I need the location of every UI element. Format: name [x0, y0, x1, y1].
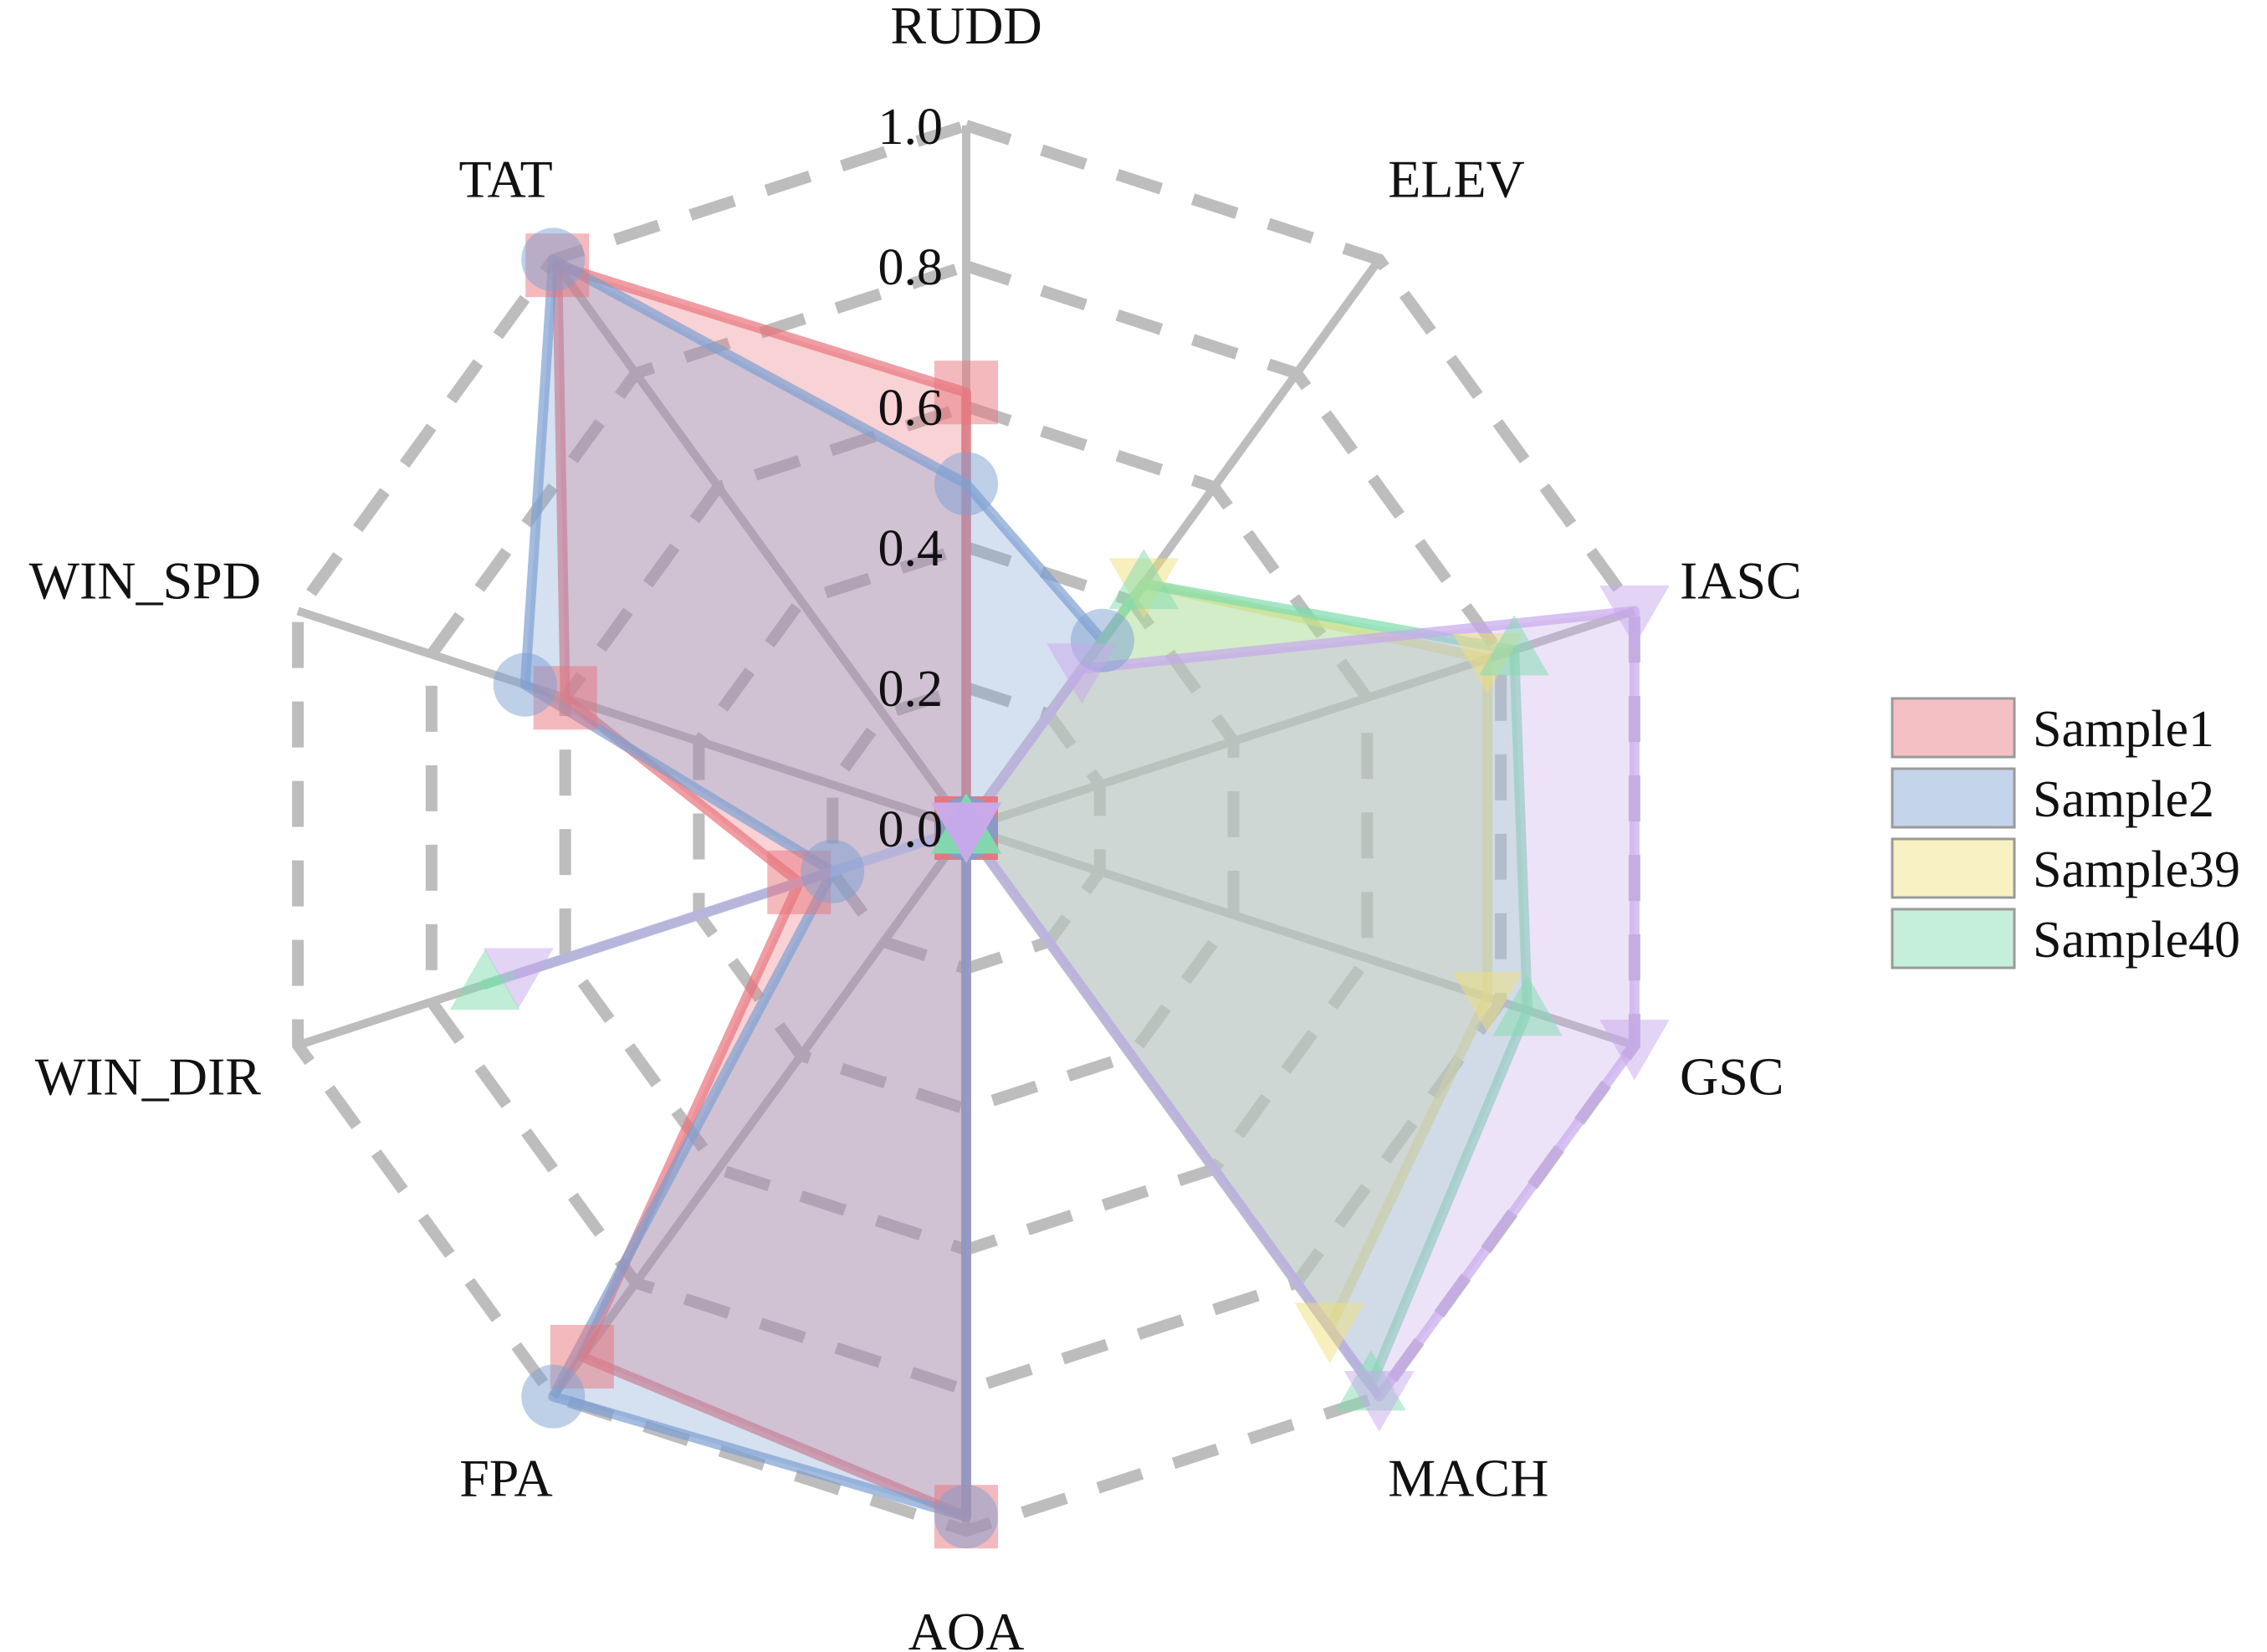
marker-sample2-fpa — [521, 1364, 586, 1429]
legend-label-sample1: Sample1 — [2033, 701, 2214, 758]
marker-extra-4-mach — [1343, 1371, 1415, 1432]
tick-label-0: 0.0 — [878, 801, 944, 858]
spoke-win_spd — [296, 606, 968, 832]
tick-label-5: 1.0 — [878, 99, 944, 156]
grid-ring-4 — [425, 259, 1507, 1397]
marker-sample2-win_spd — [493, 652, 557, 717]
label-layer: 0.0 0.2 0.4 0.6 0.8 1.0 RUDD ELEV IASC GSC MACH AOA… — [29, 0, 1802, 1652]
axis-label-mach: MACH — [1388, 1449, 1548, 1508]
marker-sample2-tat — [521, 228, 586, 292]
axis-label-rudd: RUDD — [890, 0, 1041, 55]
axis-label-elev: ELEV — [1388, 149, 1525, 208]
axis-label-tat: TAT — [459, 149, 553, 208]
axis-label-win_spd: WIN_SPD — [29, 550, 261, 610]
marker-sample40-win_dir — [450, 949, 520, 1010]
marker-sample40-iasc — [1479, 615, 1549, 676]
legend-swatch-sample1 — [1891, 697, 2016, 759]
marker-sample40-gsc — [1492, 975, 1563, 1036]
tick-label-3: 0.6 — [878, 380, 944, 437]
tick-label-4: 0.8 — [878, 239, 944, 296]
axis-label-fpa: FPA — [459, 1449, 553, 1508]
axis-label-iasc: IASC — [1680, 550, 1802, 610]
tick-label-2: 0.4 — [878, 520, 944, 577]
marker-extra-4-tat — [931, 802, 1001, 863]
marker-sample40-elev — [1108, 548, 1180, 610]
series-area-extra-4 — [513, 606, 1640, 1402]
marker-sample1-rudd — [934, 361, 998, 425]
marker-sample2-win_dir — [801, 839, 865, 903]
legend-label-sample2: Sample2 — [2033, 771, 2214, 828]
marker-sample2-aoa — [934, 1485, 998, 1549]
legend-swatch-sample40 — [1891, 908, 2016, 969]
spoke-fpa — [550, 826, 970, 1399]
spoke-tat — [550, 257, 970, 831]
tick-label-1: 0.2 — [878, 661, 944, 718]
marker-extra-4-win_dir — [483, 948, 554, 1009]
legend-swatch-sample2 — [1891, 767, 2016, 829]
axis-label-aoa: AOA — [908, 1602, 1025, 1652]
series-layer — [479, 254, 1640, 1522]
marker-layer — [450, 228, 1670, 1549]
legend: Sample1 Sample2 Sample39 Sample40 — [1891, 697, 2240, 969]
marker-sample39-gsc — [1452, 972, 1522, 1033]
axis-label-win_dir: WIN_DIR — [35, 1047, 261, 1107]
marker-extra-4-gsc — [1599, 1020, 1670, 1081]
marker-sample39-mach — [1294, 1302, 1365, 1363]
legend-label-sample39: Sample39 — [2033, 841, 2240, 898]
axis-label-gsc: GSC — [1680, 1047, 1783, 1107]
legend-swatch-sample39 — [1891, 837, 2016, 899]
marker-extra-4-iasc — [1599, 586, 1670, 647]
grid-ring-2 — [693, 540, 1240, 1116]
legend-label-sample40: Sample40 — [2033, 912, 2240, 969]
marker-extra-4-elev — [1047, 643, 1118, 704]
marker-sample2-rudd — [934, 452, 998, 516]
